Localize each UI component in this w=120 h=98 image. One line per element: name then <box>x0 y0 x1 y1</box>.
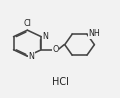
Text: HCl: HCl <box>52 77 68 87</box>
Text: N: N <box>29 52 34 61</box>
Text: NH: NH <box>88 29 100 38</box>
Text: Cl: Cl <box>23 19 31 28</box>
Text: N: N <box>42 32 48 41</box>
Text: O: O <box>53 45 59 54</box>
